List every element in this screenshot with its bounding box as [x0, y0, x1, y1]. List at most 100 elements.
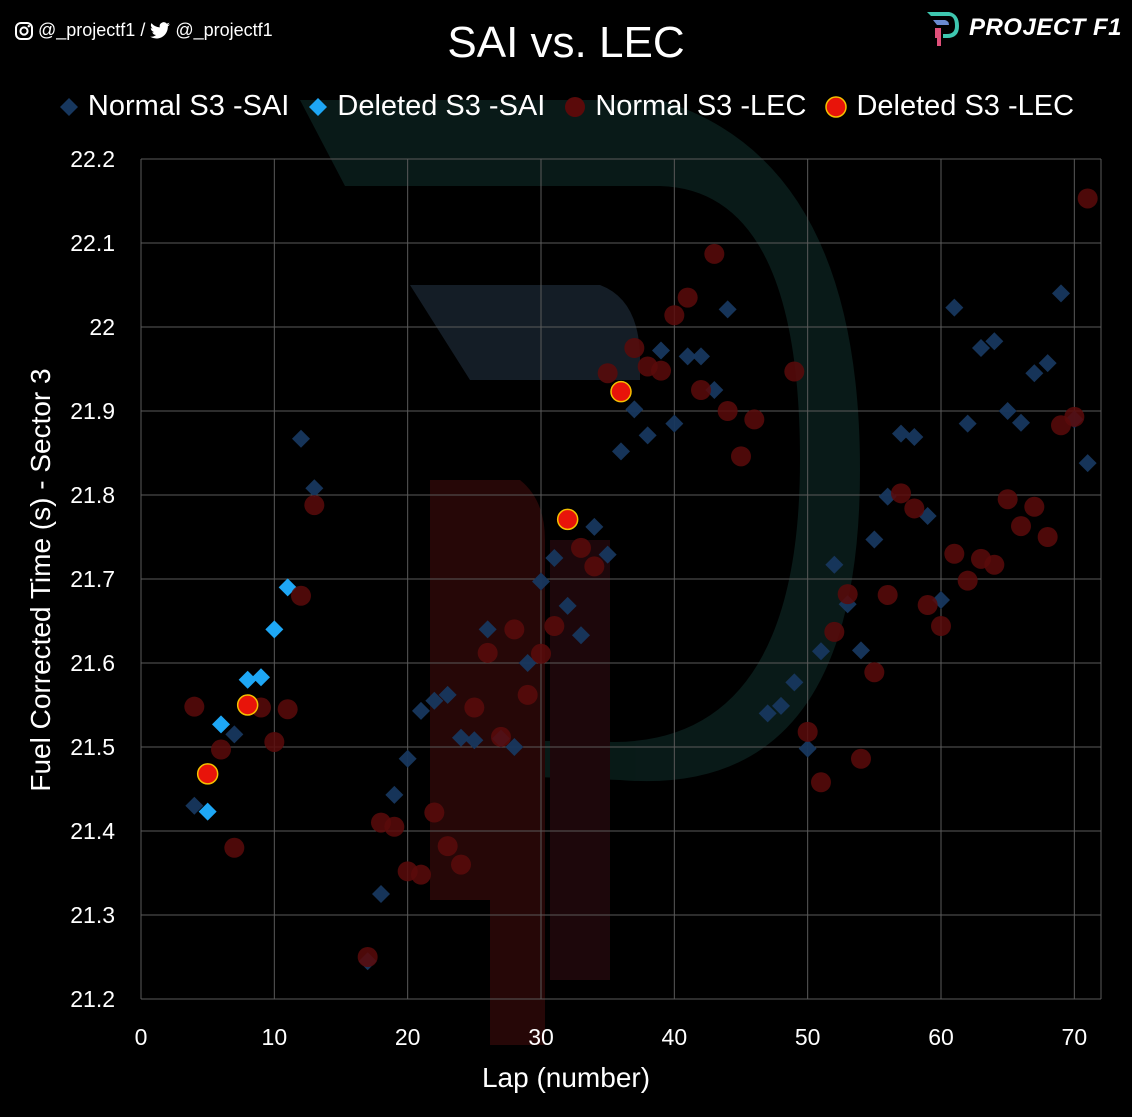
circle-point: [184, 696, 205, 717]
circle-point: [1024, 496, 1045, 517]
diamond-point: [1012, 413, 1030, 432]
diamond-point: [985, 332, 1004, 351]
diamond-point: [198, 802, 217, 821]
y-tick-label: 21.4: [70, 818, 115, 844]
diamond-point: [225, 725, 244, 744]
legend-label: Normal S3 -SAI: [87, 90, 290, 122]
circle-point: [1011, 516, 1031, 537]
circle-point: [877, 584, 898, 605]
circle-point: [1064, 406, 1085, 427]
series-2: [184, 188, 1098, 967]
diamond-point: [238, 670, 257, 689]
diamond-point: [398, 749, 417, 768]
diamond-point: [598, 545, 617, 564]
diamond-point: [958, 414, 977, 433]
diamond-point: [385, 785, 404, 804]
diamond-point: [452, 728, 470, 747]
y-tick-label: 21.6: [70, 650, 115, 676]
diamond-point: [465, 731, 484, 750]
diamond-point: [252, 668, 270, 687]
diamond-point: [518, 654, 537, 672]
x-tick-label: 30: [528, 1024, 554, 1050]
circle-point: [544, 616, 565, 637]
circle-point: [957, 570, 978, 591]
diamond-point: [692, 347, 710, 366]
circle-point: [784, 361, 805, 382]
y-tick-label: 21.2: [70, 986, 115, 1012]
instagram-handle: @_projectf1 /: [38, 20, 146, 40]
circle-point: [997, 489, 1018, 510]
circle-point: [610, 380, 632, 403]
x-tick-label: 50: [795, 1024, 821, 1050]
diamond-point: [905, 428, 924, 447]
diamond-point: [212, 715, 230, 734]
circle-point: [211, 739, 231, 760]
circle-point: [264, 731, 285, 752]
y-tick-label: 22: [89, 314, 115, 340]
legend-label: Deleted S3 -SAI: [337, 90, 546, 122]
circle-point: [277, 699, 298, 720]
grid-lines: [140, 158, 1102, 1000]
circle-point: [717, 401, 738, 421]
diamond-point: [772, 696, 790, 715]
y-tick-label: 21.5: [70, 734, 115, 760]
circle-point: [224, 837, 245, 858]
diamond-point: [825, 555, 844, 574]
diamond-point: [1038, 354, 1057, 373]
circle-point: [196, 763, 219, 785]
circle-point: [1077, 188, 1098, 209]
circle-point: [411, 864, 431, 885]
y-tick-label: 21.3: [70, 902, 115, 928]
social-handle: @_projectf1 / @_projectf1: [14, 20, 273, 41]
circle-point: [584, 556, 605, 577]
circle-point: [477, 642, 498, 663]
diamond-point: [305, 479, 324, 498]
y-tick-label: 22.2: [70, 146, 115, 172]
circle-point: [664, 305, 685, 326]
diamond-point: [558, 596, 577, 615]
legend-label: Deleted S3 -LEC: [856, 90, 1075, 122]
twitter-icon: [150, 21, 171, 38]
circle-point: [811, 772, 831, 793]
circle-point: [291, 585, 311, 606]
x-tick-label: 70: [1062, 1024, 1088, 1050]
diamond-point: [1078, 454, 1097, 473]
circle-point: [744, 409, 765, 430]
circle-point: [677, 287, 698, 308]
circle-point: [384, 816, 405, 837]
circle-point: [891, 483, 911, 504]
diamond-point: [812, 642, 830, 661]
circle-point: [451, 854, 471, 875]
x-tick-label: 20: [395, 1024, 421, 1050]
diamond-point: [852, 641, 870, 660]
diamond-point: [865, 530, 884, 549]
diamond-point: [998, 402, 1017, 420]
diamond-point: [892, 424, 910, 443]
y-tick-label: 21.8: [70, 482, 115, 508]
diamond-point: [972, 339, 990, 357]
instagram-icon: [15, 21, 33, 40]
y-tick-label: 21.9: [70, 398, 115, 424]
diamond-point: [665, 414, 684, 433]
circle-point: [904, 498, 925, 519]
circle-point: [517, 684, 538, 705]
diamond-point: [412, 701, 430, 720]
legend: Normal S3 -SAI Deleted S3 -SAI Normal S3…: [0, 90, 1132, 123]
diamond-point: [785, 673, 804, 692]
y-tick-label: 22.1: [70, 230, 115, 256]
diamond-point: [505, 738, 524, 756]
circle-point: [851, 748, 871, 769]
diamond-point: [612, 442, 630, 461]
diamond-point: [678, 347, 697, 366]
circle-point: [357, 947, 378, 967]
x-tick-label: 0: [135, 1024, 148, 1050]
project-f1-icon: [926, 12, 959, 46]
circle-point: [1037, 527, 1058, 547]
series-3: [196, 380, 632, 785]
circle-point: [731, 446, 751, 467]
data-points: [184, 188, 1098, 971]
circle-point: [531, 643, 551, 664]
circle-point: [984, 554, 1005, 575]
circle-point: [824, 621, 845, 642]
